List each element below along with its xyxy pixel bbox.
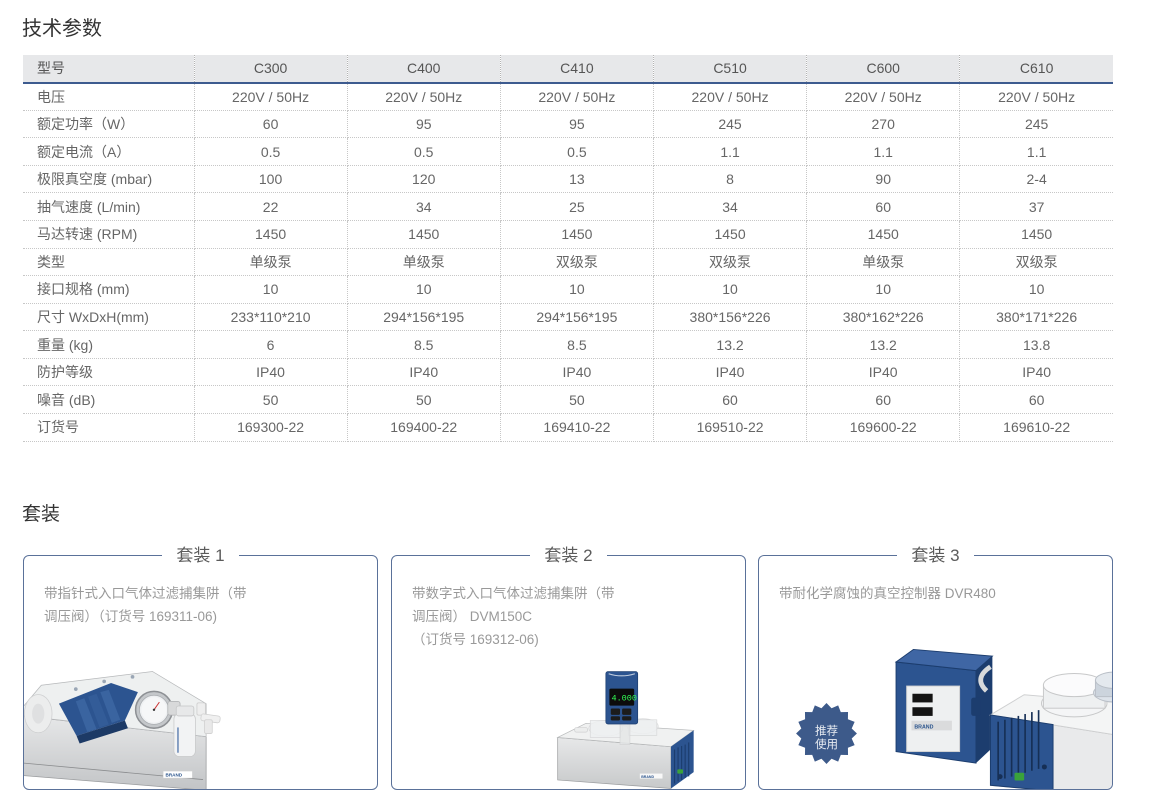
svg-text:使用: 使用 [815,737,838,751]
svg-text:推荐: 推荐 [815,724,838,738]
svg-text:BRAND: BRAND [914,724,933,730]
svg-text:BRAND: BRAND [166,773,183,778]
svg-text:BRAND: BRAND [641,775,654,779]
svg-text:4.000: 4.000 [612,694,637,704]
